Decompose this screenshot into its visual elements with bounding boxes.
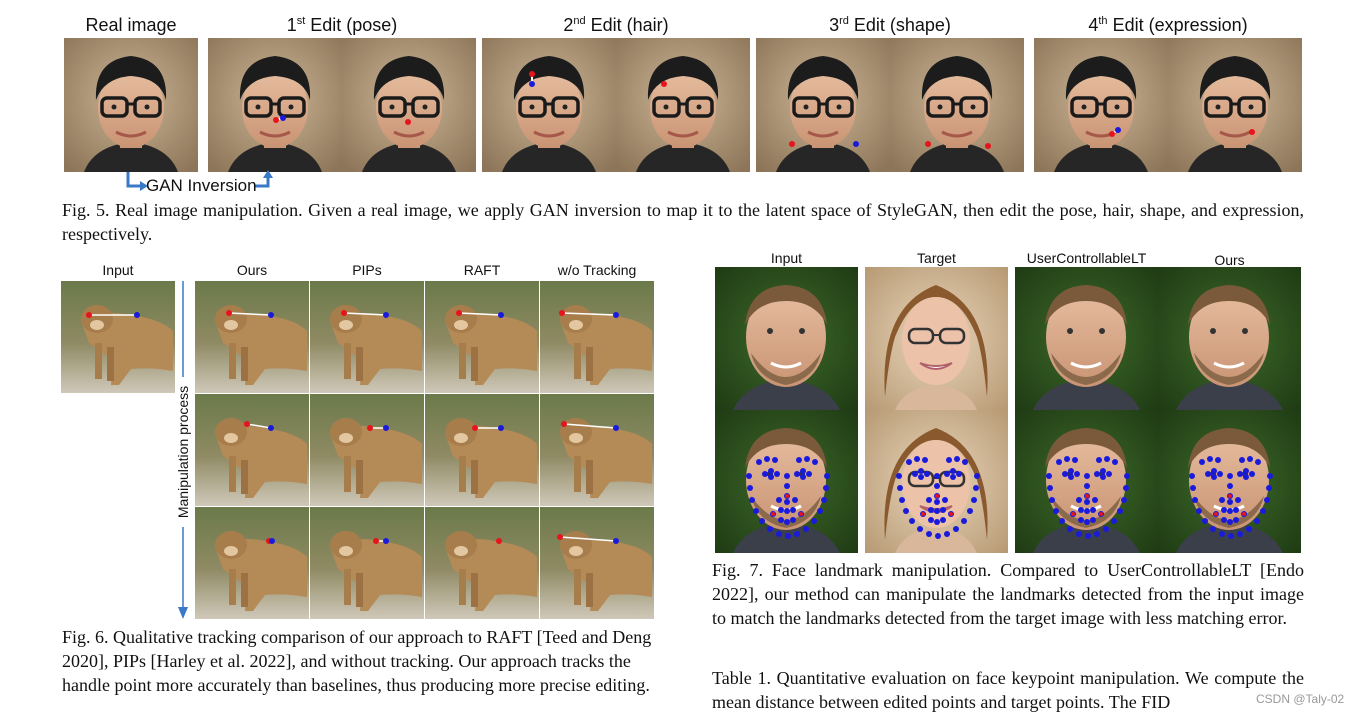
fig7-col-usercontrollablelt: UserControllableLT: [1026, 250, 1147, 266]
watermark: CSDN @Taly-02: [1256, 692, 1345, 706]
fig6-r3-ours: [195, 507, 309, 619]
fig7-input-landmarks: [715, 410, 858, 553]
gan-inversion-label: GAN Inversion: [146, 176, 257, 195]
fig5-label-edit3: 3rd Edit (shape): [829, 15, 951, 35]
fig6-r2-ours: [195, 394, 309, 506]
fig5-edit1-after: [342, 38, 476, 172]
fig6-r3-wo-tracking: [540, 507, 654, 619]
manipulation-process-label: Manipulation process: [175, 377, 191, 527]
fig6-r1-raft: [425, 281, 539, 393]
fig7-col-input: Input: [770, 250, 803, 266]
fig7-ours-landmarks: [1158, 410, 1301, 553]
fig7-target-top: [865, 267, 1008, 410]
fig7-col-target: Target: [917, 250, 956, 266]
fig6-col-pips: PIPs: [352, 262, 382, 278]
fig5-label-edit2: 2nd Edit (hair): [563, 15, 669, 35]
fig5-real-image: [64, 38, 198, 172]
fig6-caption: Fig. 6. Qualitative tracking comparison …: [62, 627, 652, 695]
fig7-target-landmarks: [865, 410, 1008, 553]
fig6-col-wo-tracking: w/o Tracking: [557, 262, 637, 278]
fig6-r3-raft: [425, 507, 539, 619]
fig5-edit2-after: [616, 38, 750, 172]
fig5-label-edit4: 4th Edit (expression): [1088, 15, 1248, 35]
fig7-col-ours: Ours: [1214, 252, 1245, 268]
fig5-label-real: Real image: [85, 15, 177, 35]
fig7-ucl-top: [1015, 267, 1158, 410]
fig7-input-top: [715, 267, 858, 410]
gan-inversion-arrows: [126, 170, 273, 191]
fig6-r1-ours: [195, 281, 309, 393]
fig6-r1-wo-tracking: [540, 281, 654, 393]
fig6-r1-pips: [310, 281, 424, 393]
fig6-r2-raft: [425, 394, 539, 506]
fig6-r3-pips: [310, 507, 424, 619]
fig5-label-edit1: 1st Edit (pose): [286, 15, 398, 35]
fig6-col-input: Input: [102, 262, 134, 278]
fig7-ours-top: [1158, 267, 1301, 410]
fig6-r2-wo-tracking: [540, 394, 654, 506]
fig6-col-ours: Ours: [236, 262, 268, 278]
fig5-edit4-after: [1168, 38, 1302, 172]
table1-caption: Table 1. Quantitative evaluation on face…: [712, 668, 1304, 712]
fig6-col-raft: RAFT: [463, 262, 501, 278]
fig5-caption: Fig. 5. Real image manipulation. Given a…: [62, 200, 1304, 244]
fig6-r2-pips: [310, 394, 424, 506]
fig5-edit4-before: [1034, 38, 1168, 172]
fig5-edit1-before: [208, 38, 342, 172]
fig6-input-image: [61, 281, 175, 393]
fig5-edit2-before: [482, 38, 616, 172]
fig5-edit3-after: [890, 38, 1024, 172]
fig7-caption: Fig. 7. Face landmark manipulation. Comp…: [712, 560, 1304, 628]
fig5-edit3-before: [756, 38, 890, 172]
fig7-ucl-landmarks: [1015, 410, 1158, 553]
